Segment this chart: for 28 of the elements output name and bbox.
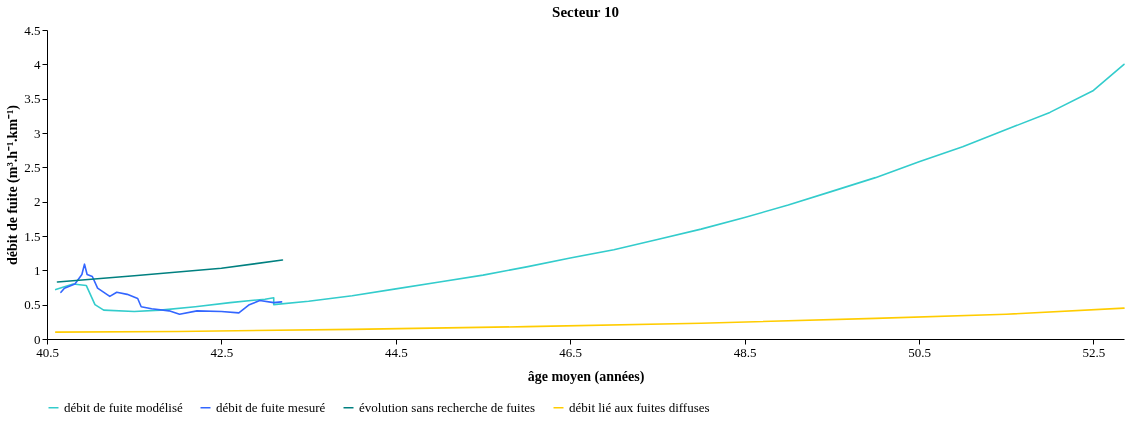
y-tick-label: 2 xyxy=(34,194,41,210)
x-axis-title: âge moyen (années) xyxy=(527,368,645,385)
x-tick-label: 46.5 xyxy=(559,344,583,360)
legend-label: débit de fuite modélisé xyxy=(64,399,183,415)
line-series xyxy=(54,307,1125,333)
y-tick-label: 1 xyxy=(34,262,41,278)
y-tick-label: 1.5 xyxy=(24,228,41,244)
legend-label: débit lié aux fuites diffuses xyxy=(569,399,710,415)
x-tick-label: 42.5 xyxy=(210,344,234,360)
line-series xyxy=(56,259,284,283)
legend-label: évolution sans recherche de fuites xyxy=(359,399,536,415)
legend-label: débit de fuite mesuré xyxy=(216,399,326,415)
x-tick-label: 44.5 xyxy=(384,344,408,360)
y-tick-label: 3 xyxy=(34,125,41,141)
y-axis-title: débit de fuite (m³.h⁻¹.km⁻¹) xyxy=(5,104,22,265)
y-tick-label: 0.5 xyxy=(24,297,41,313)
x-tick-label: 50.5 xyxy=(908,344,931,360)
y-tick-label: 2.5 xyxy=(24,159,41,175)
x-tick-label: 48.5 xyxy=(733,344,757,360)
y-tick-label: 0 xyxy=(34,331,41,347)
chart-title: Secteur 10 xyxy=(552,4,619,20)
x-tick-label: 52.5 xyxy=(1082,344,1106,360)
y-tick-label: 4.5 xyxy=(24,22,41,38)
y-tick-label: 4 xyxy=(34,56,41,72)
x-tick-label: 40.5 xyxy=(36,344,59,360)
line-series xyxy=(60,263,283,316)
y-tick-label: 3.5 xyxy=(24,91,41,107)
line-series xyxy=(54,63,1125,313)
